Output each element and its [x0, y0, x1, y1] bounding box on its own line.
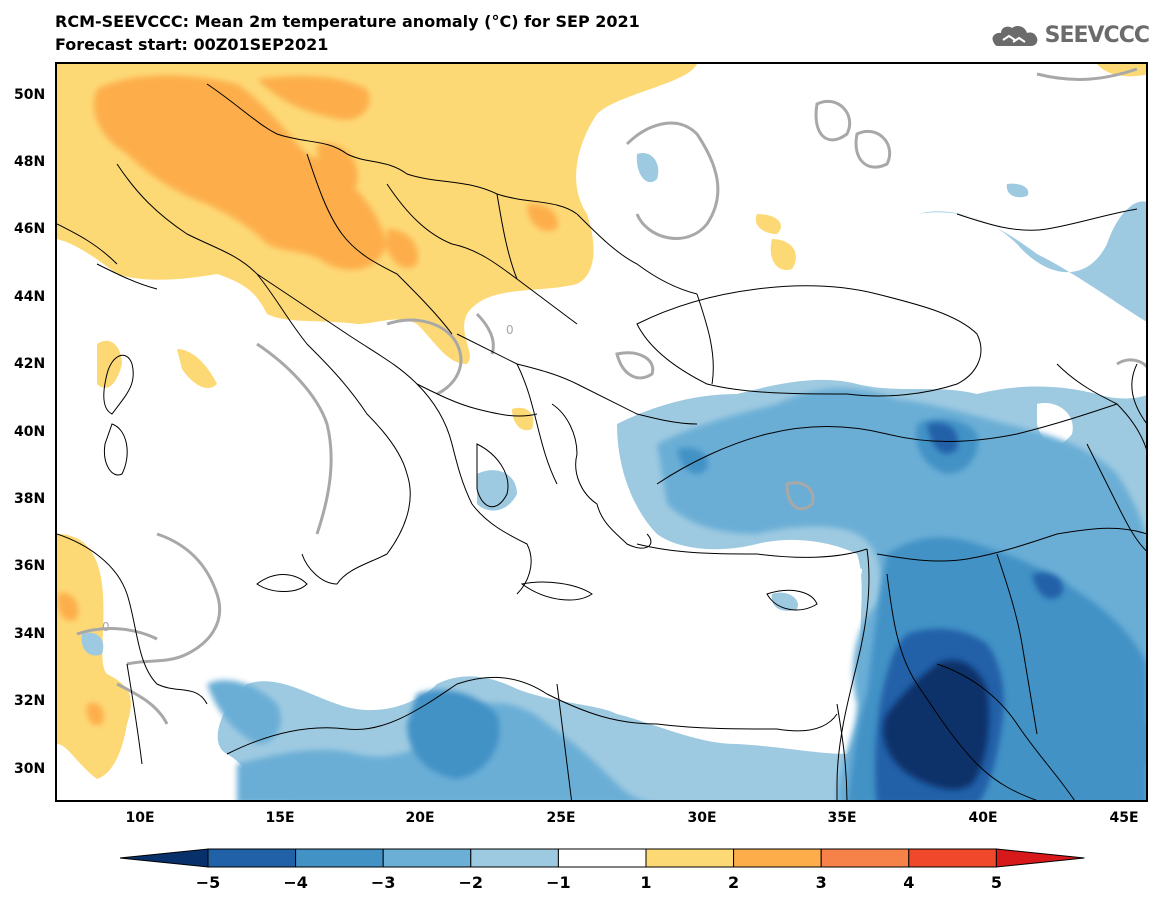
contour-label: 0 — [506, 323, 514, 337]
lon-label: 10E — [125, 810, 155, 826]
lat-label: 50N — [14, 87, 46, 103]
colorbar-segment — [207, 848, 297, 868]
lat-label: 32N — [14, 693, 46, 709]
contour-label: 0 — [102, 620, 110, 634]
colorbar-label: −1 — [546, 873, 571, 892]
colorbar-label: −4 — [283, 873, 308, 892]
colorbar-extend-high — [995, 848, 1085, 868]
forecast-start: Forecast start: 00Z01SEP2021 — [55, 35, 329, 54]
map-canvas: 0 0 — [57, 64, 1146, 800]
colorbar-label: 1 — [640, 873, 652, 892]
colorbar-segment — [820, 848, 910, 868]
colorbar-segment — [733, 848, 822, 868]
lon-label: 40E — [968, 810, 998, 826]
lat-label: 42N — [14, 356, 46, 372]
lat-label: 46N — [14, 221, 46, 237]
lon-label: 20E — [405, 810, 435, 826]
colorbar-label: 3 — [815, 873, 827, 892]
warm-anomaly-core — [57, 75, 558, 726]
colorbar-label: −5 — [195, 873, 221, 892]
cloud-icon — [992, 25, 1038, 46]
lat-label: 40N — [14, 424, 46, 440]
lat-label: 34N — [14, 626, 46, 642]
lat-label: 48N — [14, 154, 46, 170]
zero-contours — [76, 67, 1146, 725]
colorbar-segment — [645, 848, 735, 868]
colorbar-label: 4 — [903, 873, 915, 892]
colorbar-label: −2 — [458, 873, 484, 892]
colorbar-label: −3 — [370, 873, 396, 892]
lon-label: 45E — [1109, 810, 1139, 826]
colorbar-segment — [382, 848, 472, 868]
lon-label: 35E — [827, 810, 857, 826]
lat-label: 38N — [14, 491, 46, 507]
lat-label: 30N — [14, 761, 46, 777]
coastlines — [57, 163, 1146, 800]
lon-label: 30E — [687, 810, 717, 826]
colorbar-label: 5 — [990, 873, 1002, 892]
colorbar — [119, 848, 1085, 868]
colorbar-label: 2 — [728, 873, 740, 892]
colorbar-segment — [557, 848, 647, 868]
colorbar-segment — [908, 848, 997, 868]
map-title: RCM-SEEVCCC: Mean 2m temperature anomaly… — [55, 12, 640, 31]
lat-label: 44N — [14, 289, 46, 305]
lon-label: 25E — [546, 810, 576, 826]
country-borders — [57, 83, 1146, 800]
colorbar-segment — [295, 848, 384, 868]
logo-text: SEEVCCC — [1044, 22, 1150, 48]
cold-anomaly-peak — [883, 660, 989, 790]
colorbar-extend-low — [119, 848, 209, 868]
colorbar-segment — [470, 848, 559, 868]
lon-label: 15E — [265, 810, 295, 826]
anomaly-map: 0 0 — [55, 62, 1148, 802]
seevccc-logo: SEEVCCC — [987, 20, 1150, 50]
lat-label: 36N — [14, 558, 46, 574]
